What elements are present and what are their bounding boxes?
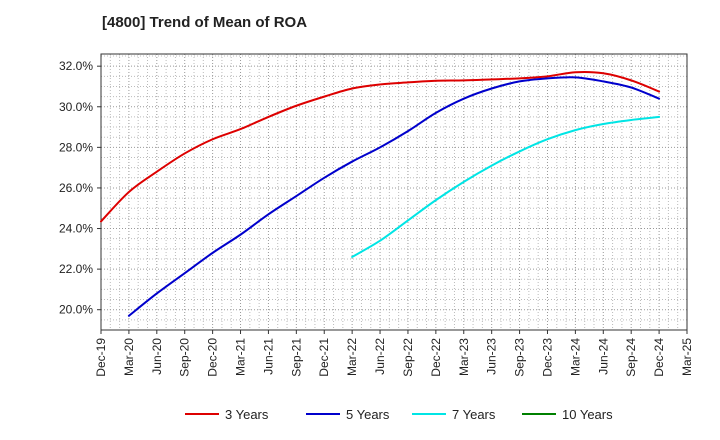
x-tick-label: Dec-22 (429, 338, 443, 377)
y-tick-label: 30.0% (59, 100, 93, 114)
x-tick-label: Dec-19 (94, 338, 108, 377)
y-axis: 20.0% 22.0% 24.0% 26.0% 28.0% 30.0% 32.0% (59, 59, 101, 317)
y-tick-label: 32.0% (59, 59, 93, 73)
x-tick-label: Sep-21 (289, 338, 303, 377)
series-lines (100, 71, 661, 317)
series-line-5-years (127, 76, 661, 317)
y-tick-label: 24.0% (59, 222, 93, 236)
y-tick-label: 28.0% (59, 140, 93, 154)
x-tick-label: Jun-20 (150, 338, 164, 375)
x-tick-label: Dec-24 (652, 338, 666, 377)
x-tick-label: Sep-24 (624, 338, 638, 377)
series-line-3-years (100, 71, 661, 223)
y-tick-label: 26.0% (59, 181, 93, 195)
legend-label: 10 Years (562, 407, 613, 422)
legend-label: 5 Years (346, 407, 390, 422)
x-tick-label: Mar-21 (234, 338, 248, 376)
x-tick-label: Jun-21 (261, 338, 275, 375)
x-tick-label: Mar-20 (122, 338, 136, 376)
series-line-7-years (351, 115, 661, 258)
x-tick-label: Dec-20 (206, 338, 220, 377)
x-tick-label: Dec-21 (317, 338, 331, 377)
y-tick-label: 20.0% (59, 303, 93, 317)
x-tick-label: Mar-25 (680, 338, 694, 376)
x-tick-label: Sep-23 (513, 338, 527, 377)
x-tick-label: Mar-24 (568, 338, 582, 376)
x-tick-label: Jun-23 (485, 338, 499, 375)
plot-frame (100, 53, 688, 331)
x-tick-label: Mar-22 (345, 338, 359, 376)
grid-lines (100, 54, 688, 331)
legend-label: 3 Years (225, 407, 269, 422)
legend: 3 Years 5 Years 7 Years 10 Years (185, 407, 613, 422)
x-tick-label: Mar-23 (457, 338, 471, 376)
x-tick-label: Sep-22 (401, 338, 415, 377)
y-tick-label: 22.0% (59, 262, 93, 276)
legend-label: 7 Years (452, 407, 496, 422)
x-tick-label: Jun-22 (373, 338, 387, 375)
x-tick-label: Jun-24 (596, 338, 610, 375)
x-tick-label: Sep-20 (178, 338, 192, 377)
x-tick-label: Dec-23 (540, 338, 554, 377)
x-axis: Dec-19 Mar-20 Jun-20 Sep-20 Dec-20 Mar-21 Jun-… (94, 330, 694, 377)
chart-title: [4800] Trend of Mean of ROA (102, 14, 308, 31)
